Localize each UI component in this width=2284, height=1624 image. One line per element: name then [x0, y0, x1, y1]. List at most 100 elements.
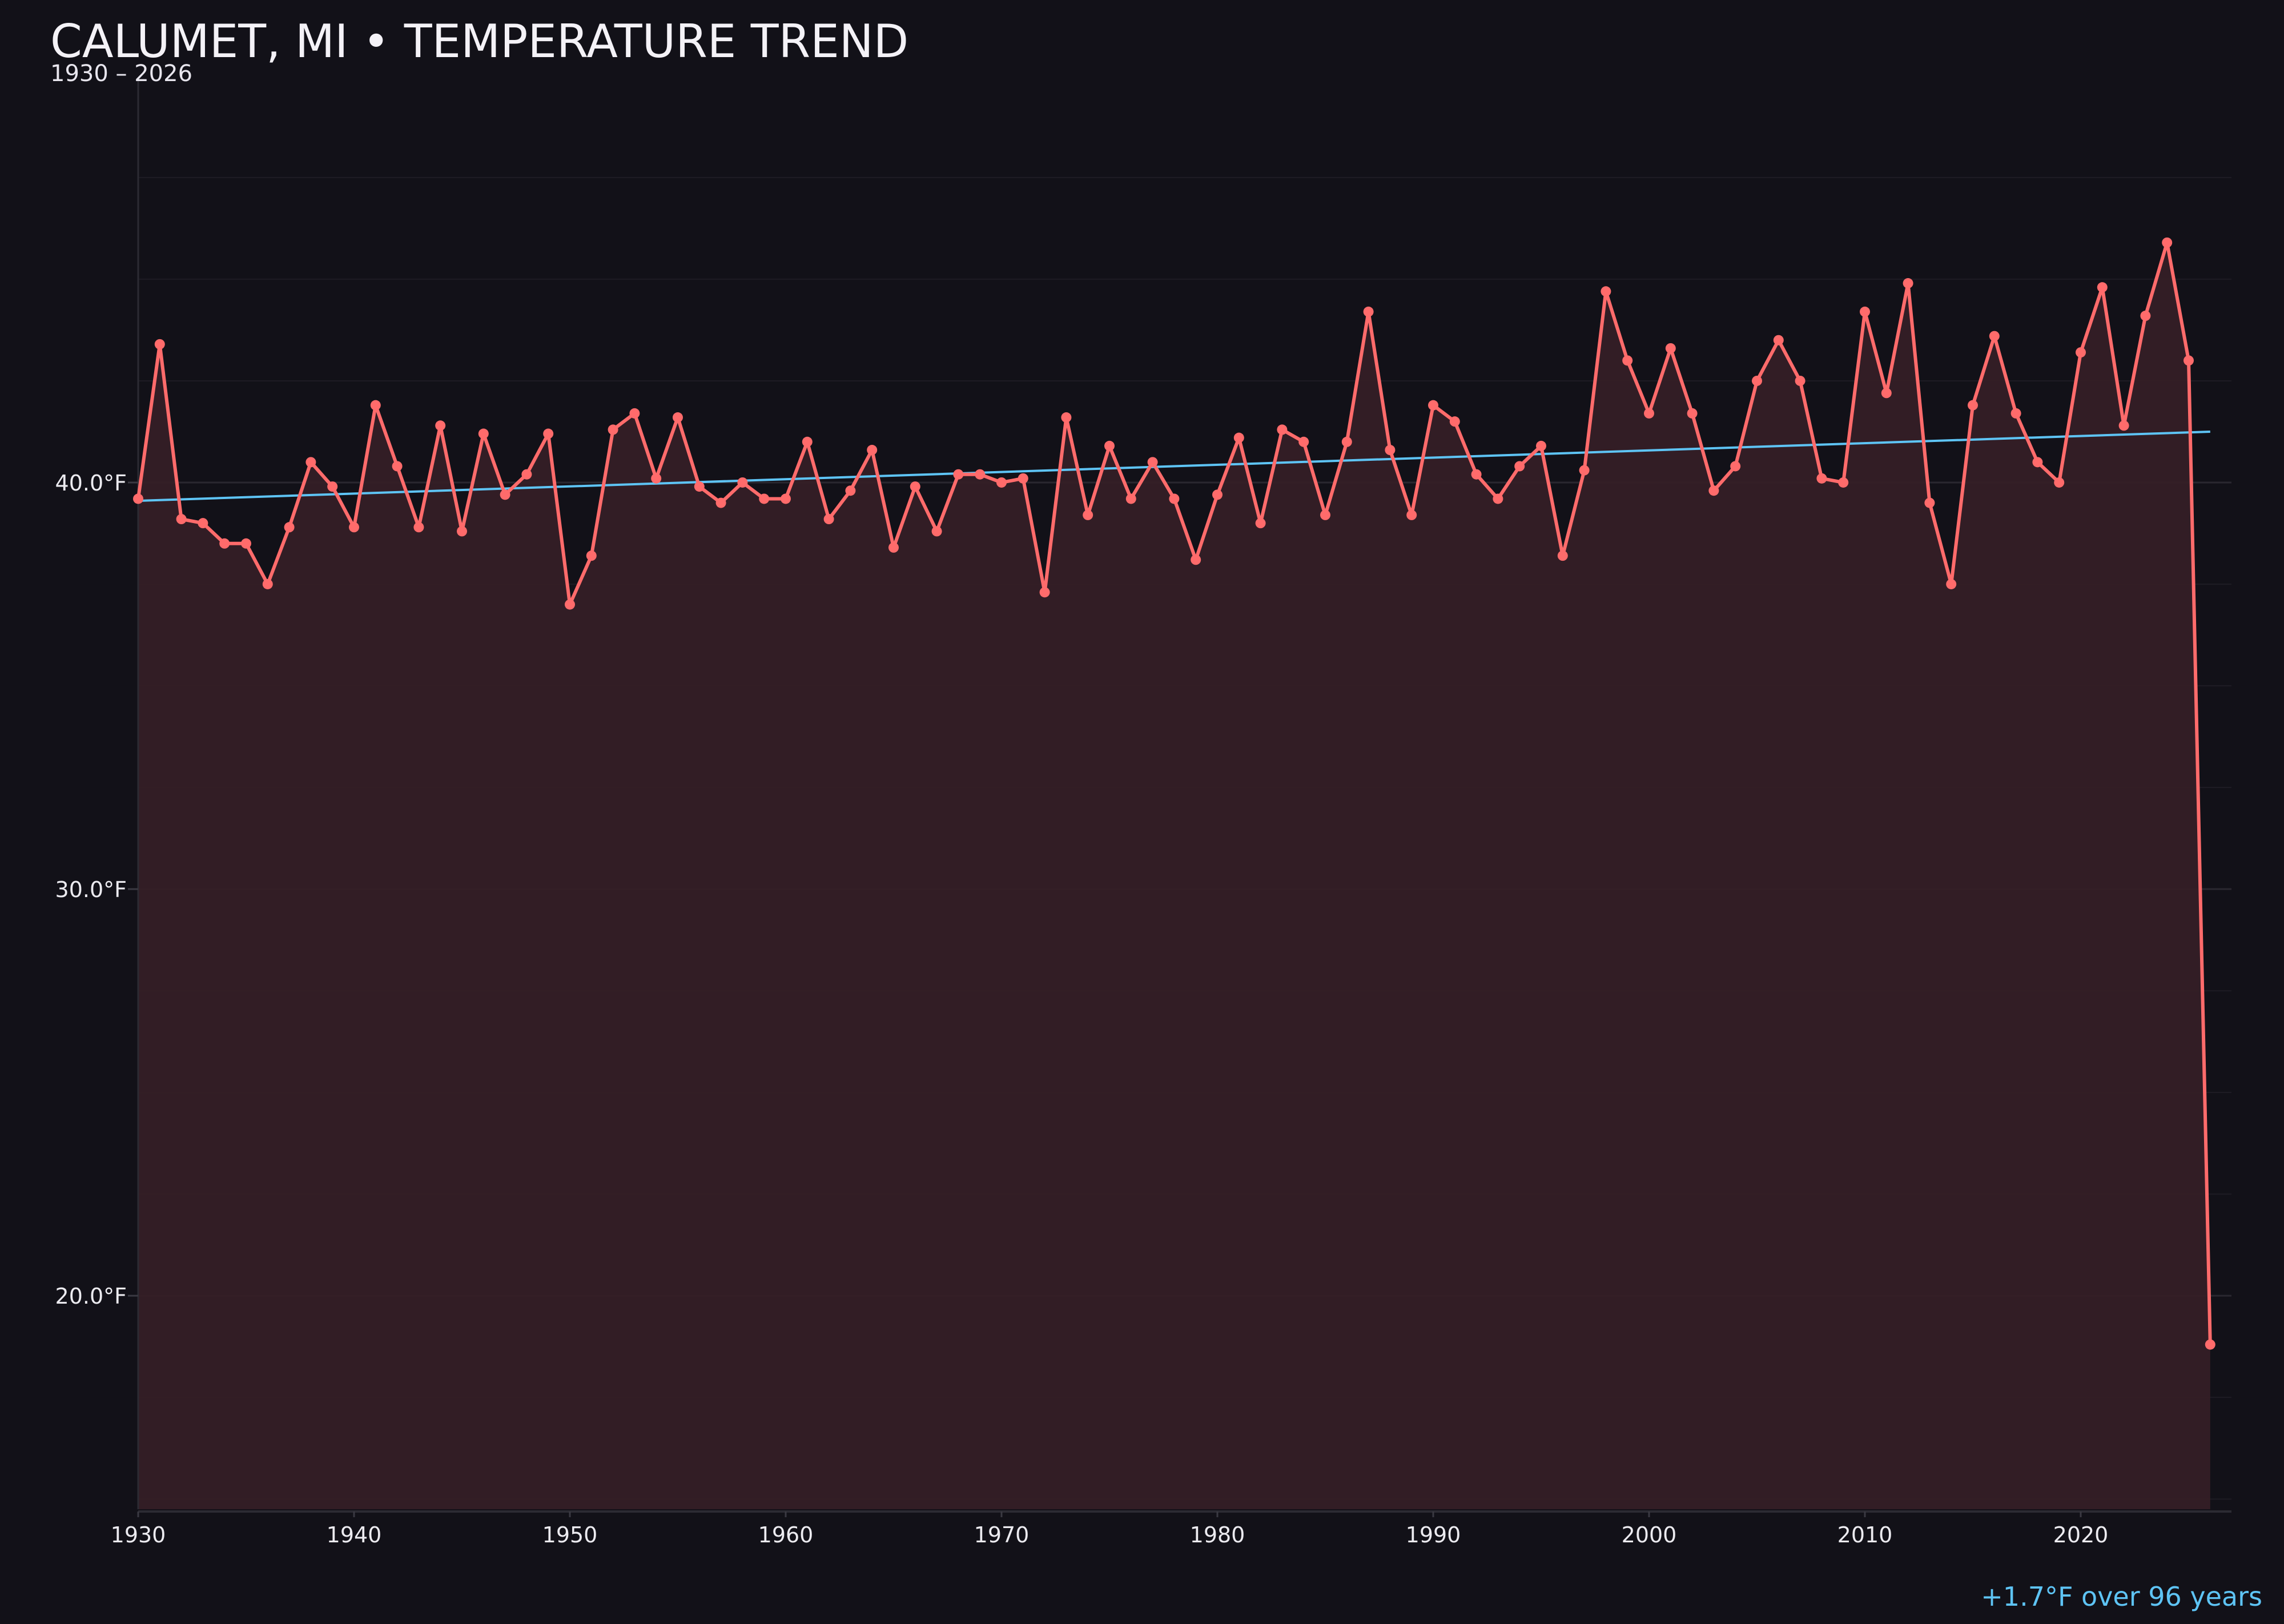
data-point-1994 [1514, 461, 1525, 472]
data-point-1971 [1018, 473, 1028, 484]
x-tick-label: 1970 [974, 1522, 1030, 1547]
data-point-1970 [996, 477, 1007, 488]
data-point-1968 [953, 469, 964, 480]
data-point-1963 [845, 485, 856, 496]
data-point-1983 [1277, 424, 1288, 435]
data-point-1930 [133, 493, 143, 504]
data-point-1998 [1601, 286, 1611, 297]
data-point-1978 [1169, 493, 1180, 504]
data-point-1986 [1341, 436, 1352, 447]
data-point-1973 [1061, 412, 1072, 423]
data-point-2023 [2140, 311, 2151, 321]
data-point-1999 [1622, 355, 1633, 366]
data-point-1942 [392, 461, 403, 472]
data-point-1952 [608, 424, 618, 435]
data-point-1985 [1320, 509, 1330, 520]
data-point-1936 [262, 578, 273, 589]
data-point-1989 [1406, 509, 1417, 520]
data-point-1997 [1579, 465, 1590, 476]
data-point-1955 [673, 412, 683, 423]
x-tick-label: 1960 [758, 1522, 814, 1547]
data-point-1990 [1428, 400, 1438, 411]
data-point-2011 [1881, 388, 1892, 399]
data-point-2014 [1946, 578, 1957, 589]
tick-labels: 20.0°F 30.0°F 40.0°F 1930 1940 1950 1960 1970 19… [55, 471, 2109, 1547]
data-point-1934 [219, 538, 230, 549]
data-point-1956 [694, 481, 705, 492]
x-tick-label: 1950 [542, 1522, 598, 1547]
x-tick-label: 1980 [1190, 1522, 1245, 1547]
data-point-2024 [2162, 237, 2173, 248]
data-point-1979 [1191, 554, 1201, 565]
data-point-1931 [154, 339, 165, 349]
data-point-1957 [715, 497, 726, 508]
data-point-1943 [413, 522, 424, 533]
data-point-2017 [2010, 408, 2021, 419]
chart-title: CALUMET, MI • TEMPERATURE TREND [50, 15, 908, 68]
data-point-1960 [781, 493, 791, 504]
data-point-1954 [651, 473, 662, 484]
data-point-1945 [457, 526, 467, 537]
data-point-2007 [1795, 375, 1806, 386]
data-point-2018 [2032, 457, 2043, 468]
data-point-2002 [1687, 408, 1698, 419]
data-point-1948 [521, 469, 532, 480]
x-tick-label: 2020 [2053, 1522, 2109, 1547]
data-point-1996 [1557, 550, 1568, 561]
y-tick-label: 20.0°F [55, 1284, 127, 1309]
data-point-1977 [1147, 457, 1158, 468]
data-point-2012 [1903, 278, 1913, 289]
data-point-1937 [284, 522, 295, 533]
data-point-1938 [305, 457, 316, 468]
data-point-1961 [802, 436, 813, 447]
data-point-1981 [1233, 432, 1244, 443]
series-points [133, 237, 2215, 1350]
trend-line [138, 430, 2210, 503]
data-point-2000 [1644, 408, 1654, 419]
data-point-2019 [2054, 477, 2065, 488]
data-point-2008 [1816, 473, 1827, 484]
data-point-1962 [823, 514, 834, 525]
x-tick-label: 2010 [1837, 1522, 1893, 1547]
data-point-2020 [2076, 347, 2086, 358]
data-point-2006 [1773, 335, 1784, 345]
data-point-2009 [1838, 477, 1849, 488]
data-point-1940 [349, 522, 359, 533]
data-point-2025 [2184, 355, 2194, 366]
data-point-2021 [2097, 282, 2108, 293]
data-point-2022 [2118, 420, 2129, 431]
data-point-1953 [629, 408, 640, 419]
data-point-1975 [1104, 440, 1115, 451]
data-point-2003 [1708, 485, 1719, 496]
y-tick-label: 30.0°F [55, 877, 127, 902]
trend-annotation: +1.7°F over 96 years [1981, 1581, 2262, 1612]
data-point-1951 [586, 550, 597, 561]
data-point-1967 [931, 526, 942, 537]
data-point-1950 [565, 599, 575, 610]
data-point-1992 [1471, 469, 1482, 480]
data-point-1939 [327, 481, 338, 492]
data-point-2001 [1665, 343, 1676, 353]
data-point-1958 [737, 477, 748, 488]
data-point-1993 [1493, 493, 1503, 504]
data-point-1991 [1449, 416, 1460, 427]
data-point-2004 [1730, 461, 1741, 472]
data-point-2016 [1989, 331, 2000, 341]
data-point-1932 [176, 514, 187, 525]
data-point-1941 [370, 400, 381, 411]
data-point-1987 [1363, 306, 1374, 317]
data-point-2005 [1752, 375, 1762, 386]
data-point-2013 [1924, 497, 1935, 508]
data-point-1946 [478, 428, 489, 439]
data-point-2010 [1860, 306, 1870, 317]
data-point-2026 [2205, 1339, 2215, 1350]
data-point-1966 [910, 481, 920, 492]
x-tick-label: 2000 [1622, 1522, 1677, 1547]
x-tick-label: 1930 [111, 1522, 166, 1547]
chart-subtitle: 1930 – 2026 [50, 61, 192, 87]
data-point-1976 [1125, 493, 1136, 504]
series-area-fill [138, 242, 2210, 1509]
data-point-1969 [975, 469, 986, 480]
data-point-1972 [1039, 587, 1050, 598]
